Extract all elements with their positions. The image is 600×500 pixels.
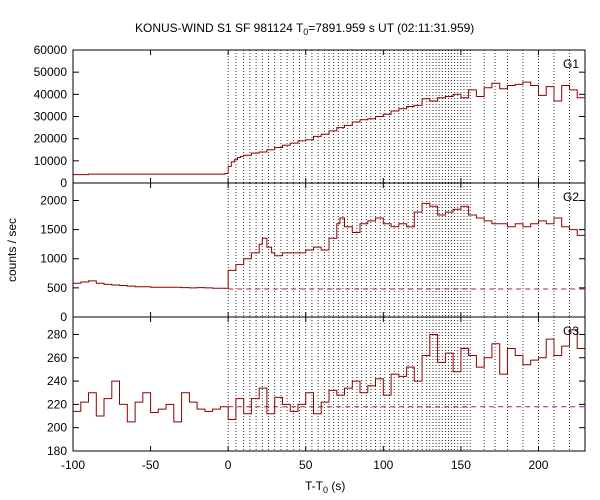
y-tick-label: 220 bbox=[47, 397, 67, 411]
y-axis-label: counts / sec bbox=[5, 218, 19, 282]
y-tick-label: 260 bbox=[47, 351, 67, 365]
series-line-g1 bbox=[73, 81, 586, 176]
y-tick-label: 1500 bbox=[40, 223, 67, 237]
x-tick-label: 200 bbox=[528, 458, 548, 472]
y-tick-label: 50000 bbox=[34, 65, 68, 79]
x-tick-label: 100 bbox=[373, 458, 393, 472]
y-tick-label: 200 bbox=[47, 421, 67, 435]
y-tick-label: 10000 bbox=[34, 154, 68, 168]
y-tick-label: 0 bbox=[60, 310, 67, 324]
x-ticks-group: -100 -50 0 50 100 150 200 bbox=[61, 458, 549, 472]
x-tick-label: 0 bbox=[225, 458, 232, 472]
x-tick-label: -50 bbox=[142, 458, 160, 472]
panel-g3: 180 200 220 240 260 280 G3 bbox=[47, 316, 586, 458]
y-tick-label: 180 bbox=[47, 444, 67, 458]
x-tick-label: -100 bbox=[61, 458, 85, 472]
y-tick-label: 0 bbox=[60, 176, 67, 190]
y-tick-label: 240 bbox=[47, 374, 67, 388]
chart-title: KONUS-WIND S1 SF 981124 T0=7891.959 s UT… bbox=[135, 21, 474, 37]
y-tick-label: 2000 bbox=[40, 193, 67, 207]
y-tick-label: 280 bbox=[47, 327, 67, 341]
panel-g2: 0 500 1000 1500 2000 G2 bbox=[40, 182, 586, 324]
panel-frame bbox=[72, 316, 586, 452]
y-tick-label: 20000 bbox=[34, 132, 68, 146]
panel-g1: 0 10000 20000 30000 40000 50000 60000 G1 bbox=[34, 43, 586, 190]
series-line-g3 bbox=[73, 329, 586, 423]
y-tick-label: 1000 bbox=[40, 252, 67, 266]
panels-group: 0 10000 20000 30000 40000 50000 60000 G1 0 500 100… bbox=[34, 43, 586, 458]
panel-label-g2: G2 bbox=[563, 190, 579, 204]
panel-label-g1: G1 bbox=[563, 57, 579, 71]
y-tick-label: 40000 bbox=[34, 87, 68, 101]
y-tick-label: 60000 bbox=[34, 43, 68, 57]
y-tick-label: 30000 bbox=[34, 110, 68, 124]
y-tick-label: 500 bbox=[47, 281, 67, 295]
series-line-g2 bbox=[73, 202, 586, 289]
x-tick-label: 50 bbox=[299, 458, 313, 472]
x-axis-label: T-T0 (s) bbox=[305, 479, 345, 495]
x-tick-label: 150 bbox=[451, 458, 471, 472]
panel-label-g3: G3 bbox=[563, 324, 579, 338]
